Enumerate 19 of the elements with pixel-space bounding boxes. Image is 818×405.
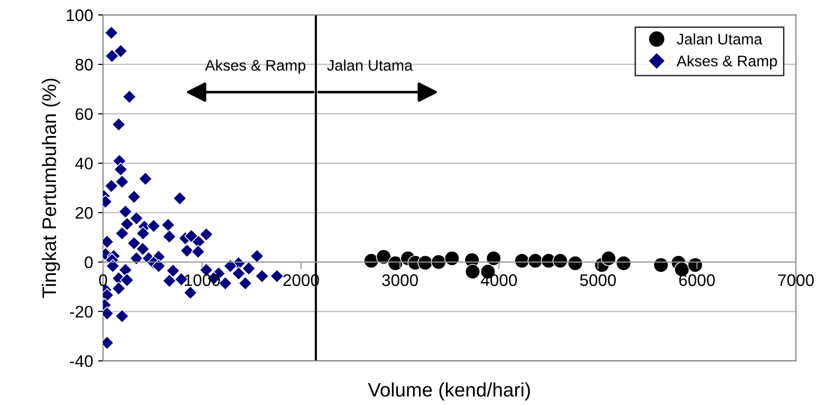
legend-label: Akses & Ramp xyxy=(676,55,777,70)
x-axis-title: Volume (kend/hari) xyxy=(368,382,530,400)
y-axis-title: Tingkat Pertumbuhan (%) xyxy=(42,78,60,298)
y-tick-label: 40 xyxy=(75,158,93,170)
x-tick-label: 7000 xyxy=(778,274,814,286)
annotation: Jalan Utama xyxy=(327,60,413,71)
y-tick-label: 80 xyxy=(76,58,93,71)
x-tick-label: 3000 xyxy=(382,274,418,286)
legend-label: Jalan Utama xyxy=(676,33,762,45)
y-tick-label: 100 xyxy=(66,9,93,22)
y-tick-label: -20 xyxy=(70,306,93,318)
y-tick-label: 20 xyxy=(76,207,93,219)
y-tick-label: 60 xyxy=(76,108,93,120)
x-tick-label: 5000 xyxy=(580,274,616,286)
y-tick-label: -40 xyxy=(70,355,93,368)
annotation: Akses & Ramp xyxy=(205,60,306,74)
x-tick-label: 6000 xyxy=(679,274,715,286)
x-tick-label: 0 xyxy=(99,274,108,286)
y-tick-label: 0 xyxy=(84,256,93,268)
